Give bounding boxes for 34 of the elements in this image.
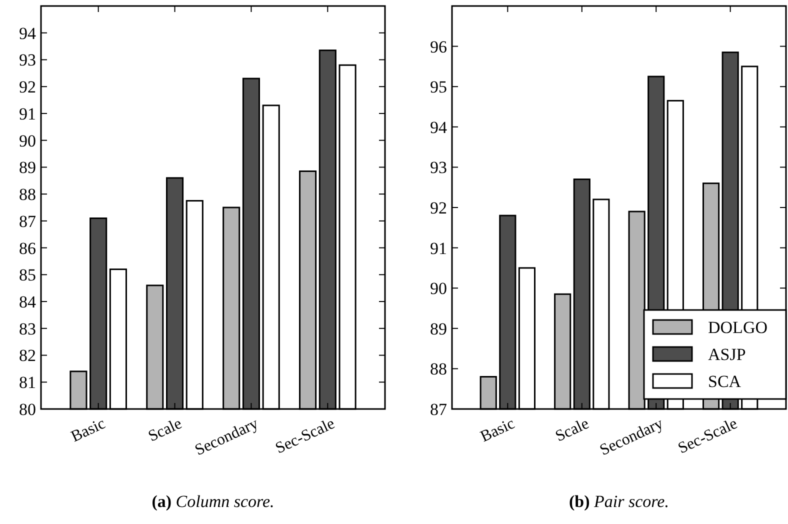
y-tick-label: 93: [19, 50, 36, 70]
y-tick-label: 87: [19, 212, 36, 231]
y-tick-label: 87: [430, 400, 448, 419]
legend-label: DOLGO: [708, 318, 768, 337]
y-tick-label: 84: [19, 292, 36, 312]
legend-label: ASJP: [708, 345, 746, 364]
y-tick-label: 86: [19, 238, 36, 258]
y-tick-label: 81: [19, 373, 36, 392]
y-tick-label: 91: [19, 104, 36, 124]
x-tick-label: Scale: [146, 415, 184, 446]
y-tick-label: 95: [430, 78, 447, 97]
legend-label: SCA: [708, 372, 742, 391]
x-tick-label: Scale: [552, 415, 592, 446]
x-tick-label: Basic: [68, 415, 108, 446]
y-tick-label: 90: [430, 279, 447, 298]
y-tick-label: 93: [430, 158, 447, 178]
text: (b) Pair score.: [569, 492, 669, 511]
y-tick-label: 92: [19, 78, 36, 97]
y-tick-label: 90: [19, 131, 36, 150]
y-tick-label: 88: [19, 185, 36, 204]
y-tick-label: 80: [19, 400, 36, 419]
y-tick-label: 94: [19, 24, 36, 43]
y-tick-label: 89: [430, 319, 447, 338]
y-tick-label: 96: [430, 37, 447, 56]
y-tick-label: 85: [19, 266, 36, 285]
y-tick-label: 83: [19, 319, 36, 338]
y-tick-label: 89: [19, 158, 36, 178]
y-tick-label: 82: [19, 346, 36, 366]
y-tick-label: 88: [430, 360, 447, 379]
y-tick-label: 91: [430, 238, 447, 258]
y-tick-label: 94: [430, 118, 448, 137]
y-tick-label: 92: [430, 198, 447, 218]
x-tick-label: Basic: [478, 415, 518, 446]
text: (a) Column score.: [152, 492, 274, 511]
